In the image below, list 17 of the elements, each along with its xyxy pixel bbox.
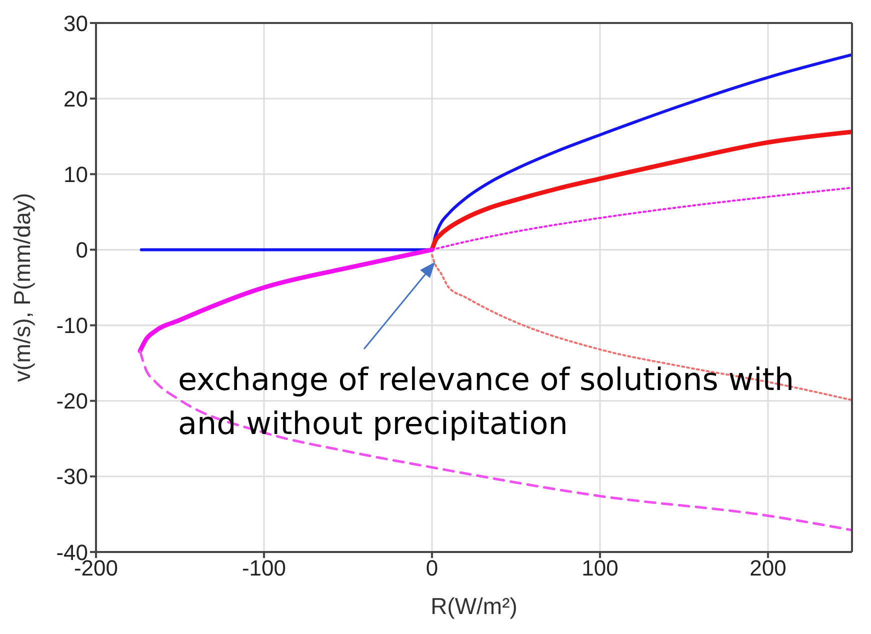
y-tick-label: -20 xyxy=(56,388,88,414)
line-series xyxy=(138,247,434,354)
y-tick-label: 20 xyxy=(64,86,88,112)
y-tick-label: -10 xyxy=(56,313,88,338)
x-tick-label: 200 xyxy=(750,556,786,581)
x-tick-label: -100 xyxy=(242,556,286,581)
x-tick-label: 0 xyxy=(426,556,438,581)
y-tick-label: -30 xyxy=(56,464,88,490)
line-series xyxy=(138,350,852,532)
y-tick-label: 30 xyxy=(64,10,88,36)
line-series xyxy=(431,186,852,251)
x-tick-label: 100 xyxy=(582,556,618,581)
y-axis-title: v(m/s), P(mm/day) xyxy=(9,192,36,382)
y-tick-label: 0 xyxy=(76,238,88,263)
line-series xyxy=(140,53,852,252)
y-tick-label: 10 xyxy=(64,162,88,187)
x-axis-title: R(W/m²) xyxy=(430,593,518,619)
